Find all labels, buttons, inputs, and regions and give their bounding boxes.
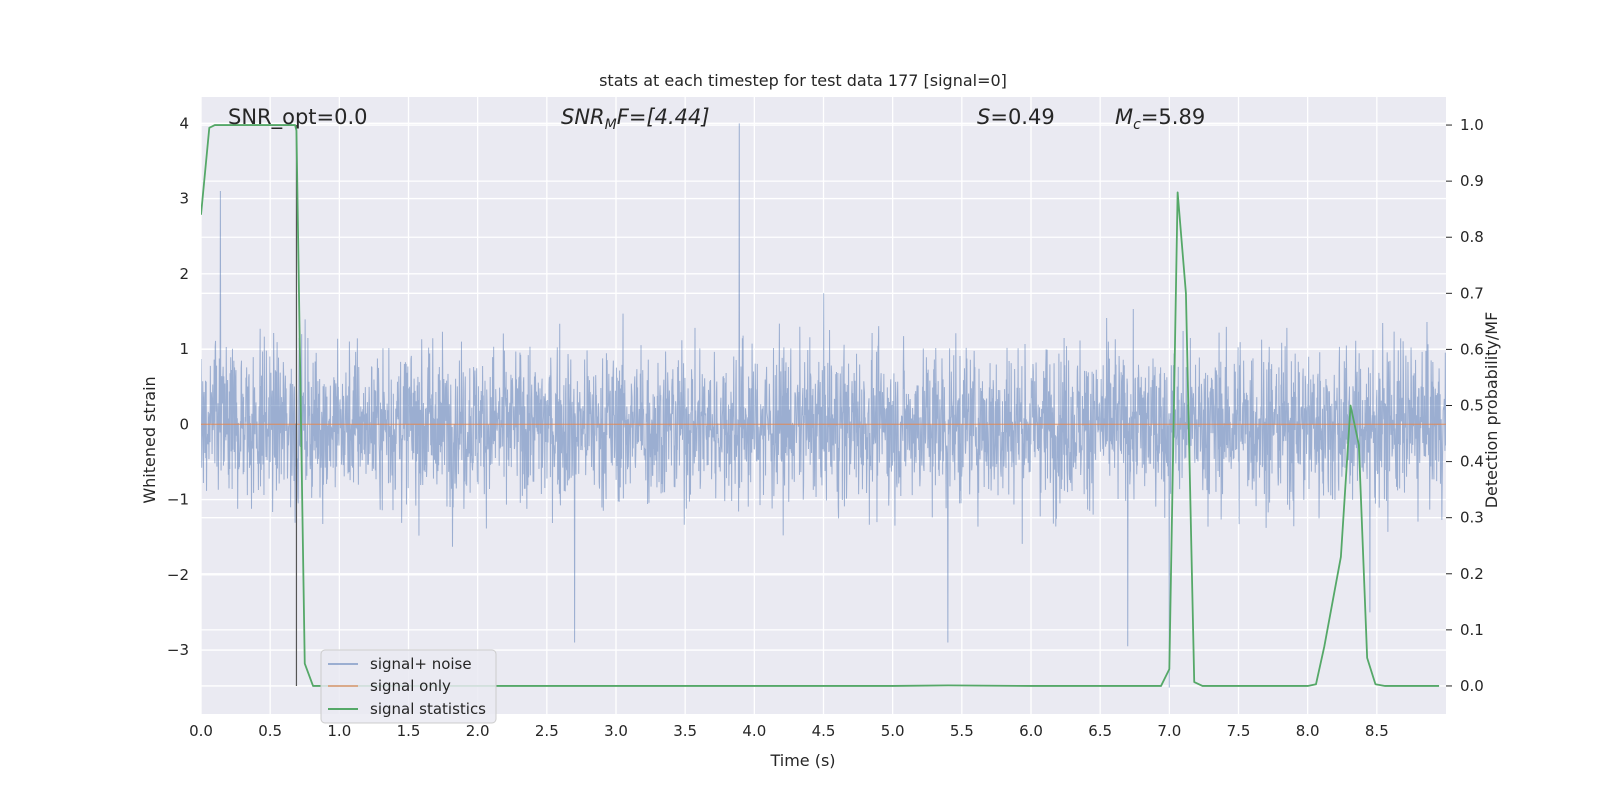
x-tick-label: 0.0 [189,722,213,740]
legend-label-signal-statistics: signal statistics [370,700,486,718]
y-right-tick-label: 0.5 [1460,397,1484,415]
legend-label-signal-noise: signal+ noise [370,655,472,673]
annotation-snr-opt: SNR_opt=0.0 [228,105,368,130]
x-tick-label: 8.5 [1365,722,1389,740]
x-tick-label: 1.5 [397,722,421,740]
y-tick-label: −1 [167,491,189,509]
x-axis: 0.0 0.5 1.0 1.5 2.0 2.5 3.0 3.5 4.0 4.5 5.0 5.5 6.0 6… [189,722,1389,740]
y-right-tick-label: 0.8 [1460,228,1484,246]
series-signal-noise [201,123,1446,688]
chart-title: stats at each timestep for test data 177… [599,71,1007,90]
x-tick-label: 7.0 [1157,722,1181,740]
y-tick-label: 0 [179,415,189,433]
x-tick-label: 5.0 [881,722,905,740]
y-axis-right: 0.0 0.1 0.2 0.3 0.4 0.5 0.6 0.7 0.8 0.9 1.0 [1446,116,1484,695]
series-line-signal-noise [201,123,1446,688]
x-tick-label: 0.5 [258,722,282,740]
series-line-signal-statistics [201,124,1440,687]
x-axis-label: Time (s) [769,751,835,770]
y-right-tick-label: 0.6 [1460,340,1484,358]
series-signal-statistics [201,124,1440,687]
legend-box [320,649,497,724]
y-right-tick-label: 0.1 [1460,621,1484,639]
y-right-tick-label: 0.4 [1460,453,1484,471]
y-tick-label: −3 [167,641,189,659]
x-tick-label: 3.0 [604,722,628,740]
annotation-s: S=0.49 [977,105,1055,129]
y-tick-label: 4 [179,114,189,132]
x-tick-label: 7.5 [1227,722,1251,740]
y-right-tick-label: 0.2 [1460,565,1484,583]
annotation-snr-mf: SNRMF=[4.44] [561,105,710,133]
x-tick-label: 2.0 [466,722,490,740]
x-tick-label: 3.5 [673,722,697,740]
y-right-tick-label: 0.0 [1460,677,1484,695]
y-axis-right-label: Detection probability/MF [1482,312,1501,509]
y-tick-label: 2 [179,265,189,283]
y-tick-label: 1 [179,340,189,358]
x-tick-label: 2.5 [535,722,559,740]
annotation-mc: Mc=5.89 [1115,105,1205,133]
y-axis-label: Whitened strain [140,376,159,503]
x-tick-label: 1.0 [327,722,351,740]
x-tick-label: 4.5 [812,722,836,740]
legend-label-signal-only: signal only [370,677,451,695]
x-tick-label: 6.5 [1088,722,1112,740]
y-tick-label: 3 [179,190,189,208]
legend: signal+ noise signal only signal statist… [320,649,497,724]
x-tick-label: 8.0 [1296,722,1320,740]
y-right-tick-label: 0.3 [1460,509,1484,527]
y-right-tick-label: 1.0 [1460,116,1484,134]
y-right-tick-label: 0.9 [1460,172,1484,190]
x-tick-label: 6.0 [1019,722,1043,740]
y-axis-left: −3 −2 −1 0 1 2 3 4 [167,114,189,659]
y-tick-label: −2 [167,566,189,584]
y-right-tick-label: 0.7 [1460,284,1484,302]
x-tick-label: 5.5 [950,722,974,740]
x-tick-label: 4.0 [742,722,766,740]
